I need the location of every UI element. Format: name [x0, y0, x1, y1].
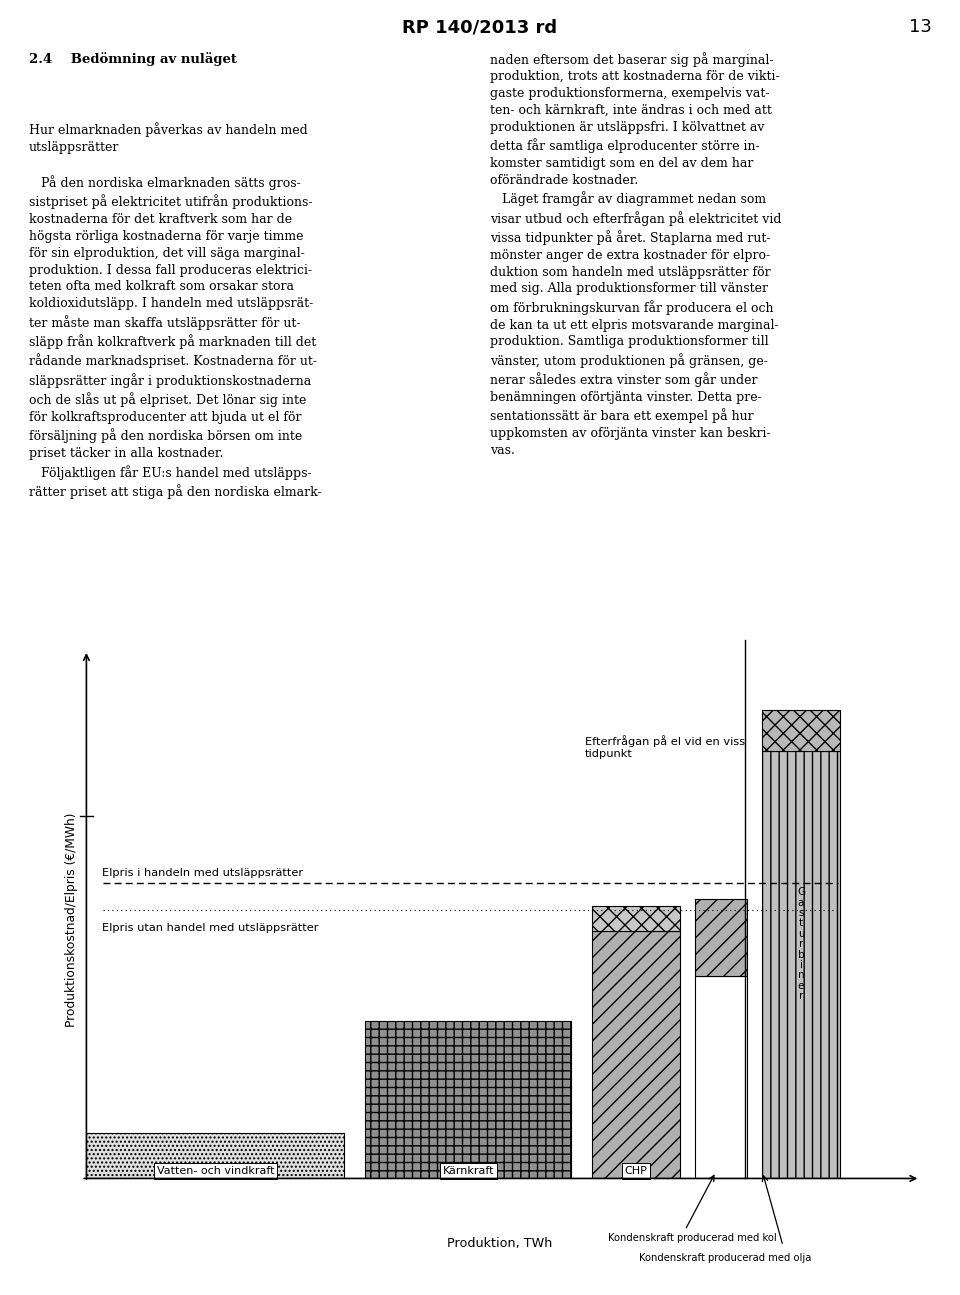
Bar	[365, 1020, 571, 1178]
Text: CHP: CHP	[625, 1166, 647, 1176]
X-axis label: Produktion, TWh: Produktion, TWh	[446, 1237, 552, 1250]
Bar	[695, 975, 747, 1178]
Text: Kondenskraft producerad med kol: Kondenskraft producerad med kol	[608, 1233, 777, 1242]
Text: Elpris utan handel med utsläppsrätter: Elpris utan handel med utsläppsrätter	[102, 923, 319, 932]
Text: Hur elmarknaden påverkas av handeln med
utsläppsrätter

   På den nordiska elmar: Hur elmarknaden påverkas av handeln med …	[29, 122, 322, 499]
Bar	[592, 931, 680, 1178]
Bar	[695, 899, 747, 975]
Text: naden eftersom det baserar sig på marginal-
produktion, trots att kostnaderna fö: naden eftersom det baserar sig på margin…	[490, 52, 781, 457]
Bar	[592, 906, 680, 931]
Text: Kärnkraft: Kärnkraft	[443, 1166, 494, 1176]
Bar	[762, 710, 840, 751]
Text: RP 140/2013 rd: RP 140/2013 rd	[402, 18, 558, 36]
Text: G
a
s
t
u
r
b
i
n
e
r: G a s t u r b i n e r	[797, 887, 805, 1001]
Bar	[762, 751, 840, 1178]
Bar	[86, 1133, 345, 1178]
Text: Kondenskraft producerad med olja: Kondenskraft producerad med olja	[638, 1252, 811, 1263]
Text: Elpris i handeln med utsläppsrätter: Elpris i handeln med utsläppsrätter	[102, 868, 303, 878]
Y-axis label: Produktionskostnad/Elpris (€/MWh): Produktionskostnad/Elpris (€/MWh)	[65, 812, 78, 1027]
Text: Vatten- och vindkraft: Vatten- och vindkraft	[156, 1166, 275, 1176]
Text: Efterfrågan på el vid en viss
tidpunkt: Efterfrågan på el vid en viss tidpunkt	[585, 736, 745, 759]
Text: 2.4    Bedömning av nuläget: 2.4 Bedömning av nuläget	[29, 52, 237, 66]
Text: 13: 13	[909, 18, 931, 36]
